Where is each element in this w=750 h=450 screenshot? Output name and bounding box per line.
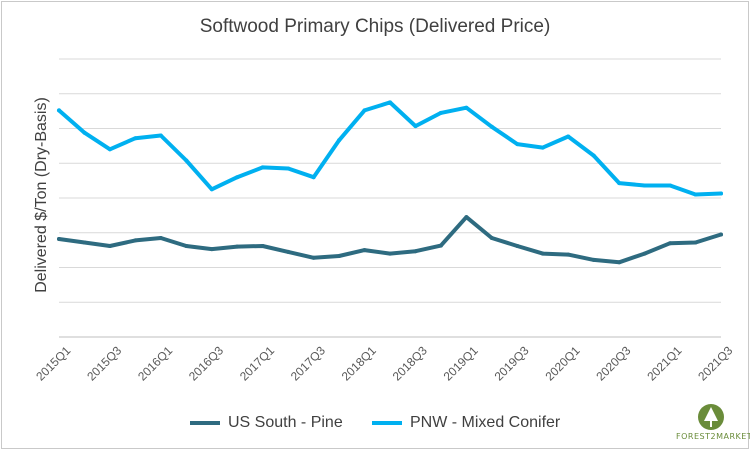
logo-wordmark: FOREST2MARKET [676,432,750,441]
legend-swatch [372,421,402,425]
data-point [57,237,61,241]
series-line-pnw-mixed-conifer [57,100,723,197]
data-point [591,153,596,158]
data-point [311,255,316,260]
data-point [515,244,520,248]
x-tick-label: 2019Q3 [492,343,532,383]
data-point [311,175,316,180]
data-point [286,249,291,254]
x-tick-label: 2015Q3 [84,343,124,383]
data-point [362,108,367,113]
data-point [489,236,494,240]
data-point [235,175,240,180]
x-tick-label: 2020Q3 [593,343,633,383]
data-point [107,244,112,248]
data-point [642,251,647,256]
data-point [719,232,723,237]
data-point [133,238,138,243]
x-tick-label: 2018Q3 [390,343,430,383]
data-point [337,254,342,258]
data-point [184,158,189,163]
data-point [235,244,240,249]
chart-title: Softwood Primary Chips (Delivered Price) [199,16,551,37]
x-tick-label: 2021Q3 [695,343,735,383]
data-point [337,138,342,143]
data-point [388,100,392,105]
x-tick-label: 2018Q1 [339,343,379,383]
legend-swatch [190,421,220,425]
data-point [617,181,622,186]
data-point [209,187,214,192]
data-point [209,247,214,252]
data-point [566,134,571,139]
data-point [464,105,469,110]
data-point [82,240,87,245]
x-tick-label: 2017Q1 [237,343,277,383]
x-tick-label: 2020Q1 [542,343,582,383]
data-point [438,243,443,248]
x-tick-label: 2019Q1 [441,343,481,383]
x-tick-label: 2016Q3 [186,343,226,383]
legend-item-us-south-pine: US South - Pine [190,414,343,432]
data-point [413,249,418,254]
data-point [668,183,673,188]
legend: US South - Pine PNW - Mixed Conifer [0,414,750,436]
data-point [158,133,163,138]
x-tick-label: 2015Q1 [33,343,73,383]
data-point [260,165,265,170]
tree-logo-icon [698,404,724,430]
data-point [260,244,265,248]
data-point [286,166,291,171]
data-point [668,241,673,246]
legend-label: US South - Pine [228,414,343,431]
legend-label: PNW - Mixed Conifer [410,414,561,431]
data-point [82,130,87,135]
data-point [591,257,596,262]
data-point [438,110,443,115]
data-point [515,142,520,147]
data-point [362,248,367,253]
data-point [489,124,494,129]
forest2market-logo: FOREST2MARKET [676,402,750,446]
data-point [133,136,138,141]
data-point [184,244,189,248]
data-point [464,215,469,220]
data-point [540,251,545,256]
data-point [158,236,163,240]
data-point [719,191,723,196]
data-point [693,192,698,197]
x-tick-label: 2017Q3 [288,343,328,383]
data-point [107,147,112,152]
data-point [693,240,698,245]
x-tick-label: 2016Q1 [135,343,175,383]
data-point [57,108,61,113]
data-point [617,260,622,265]
data-point [413,124,418,129]
data-point [388,251,392,256]
data-point [540,145,545,150]
data-point [642,183,647,188]
legend-item-pnw-mixed-conifer: PNW - Mixed Conifer [372,414,560,432]
data-point [566,252,571,257]
x-tick-label: 2021Q1 [644,343,684,383]
